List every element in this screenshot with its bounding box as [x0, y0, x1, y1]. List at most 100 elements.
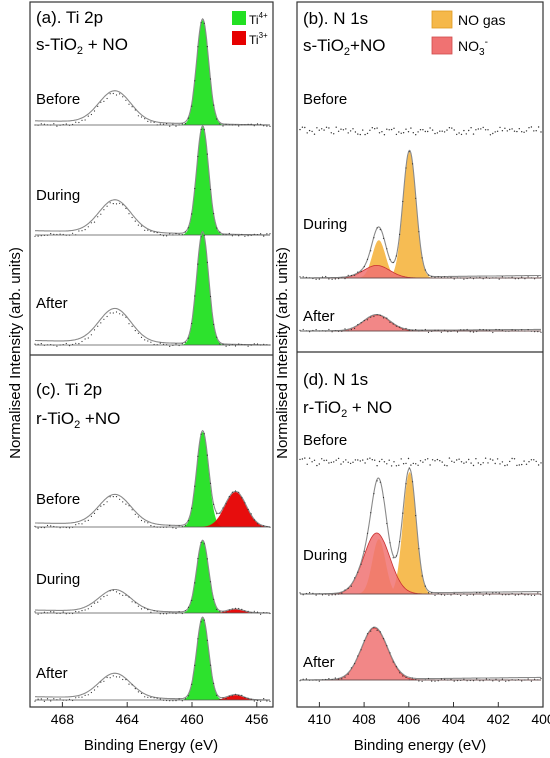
panel-d-before-data-point: [436, 458, 439, 461]
panel-d-before-data-point: [460, 461, 463, 463]
panel-b-after-data-point: [440, 331, 442, 333]
panel-d-during-data-point: [350, 585, 352, 587]
x-tick-label-402: 402: [487, 711, 511, 727]
panel-b-before-data-point: [381, 131, 383, 133]
panel-b-before-data-point: [470, 127, 472, 129]
panel-b-before-data-point: [366, 132, 369, 135]
panel-c-after-data-point: [200, 621, 202, 623]
panel-c-during-data-point: [191, 599, 193, 602]
panel-c-after-data-point: [228, 695, 230, 697]
panel-d-before-data-point: [482, 462, 484, 464]
panel-c-before-data-point: [222, 507, 224, 509]
panel-d-before-data-point: [325, 459, 328, 461]
panel-d-title: (d). N 1s: [303, 370, 368, 389]
panel-c-before-data-point: [219, 512, 221, 514]
panel-b-before-data-point: [395, 133, 398, 136]
panel-d-during-data-point: [444, 594, 446, 596]
panel-b-title: (b). N 1s: [303, 9, 368, 28]
panel-d-before-data-point: [349, 462, 352, 465]
panel-b-after-data-point: [344, 328, 346, 330]
panel-b-during-data-point: [370, 250, 372, 252]
panel-b-during-data-point: [366, 258, 369, 260]
panel-b-during-component-no-gas: [300, 152, 541, 278]
panel-d-after-data-point: [405, 676, 407, 679]
panel-c-during-data-point: [147, 609, 149, 611]
panel-b-before-data-point: [299, 128, 301, 131]
panel-c-before-data-point: [137, 516, 139, 518]
panel-c-during-data-point: [184, 610, 186, 612]
panel-a-during-data-point: [112, 203, 114, 205]
panel-b-during-data-point: [376, 227, 378, 229]
panel-c-after-data-point: [50, 700, 52, 702]
panel-d-before-data-point: [535, 460, 537, 463]
panel-d-during-data-point: [431, 592, 433, 594]
panel-a-label-after: After: [36, 295, 68, 312]
panel-a-during-data-point: [200, 128, 202, 131]
panel-c-during-data-point: [162, 613, 165, 615]
panel-a-during-data-point: [194, 187, 196, 190]
panel-d-during-data-point: [331, 594, 333, 596]
panel-b-before-data-point: [328, 127, 330, 129]
panel-c-before-data-point: [144, 521, 146, 523]
panel-a-during-data-point: [191, 213, 193, 215]
panel-a-during-data-point: [115, 203, 118, 205]
panel-b-after-component-no3-: [300, 314, 541, 332]
panel-a-after-data-point: [75, 342, 77, 344]
panel-b-before-data-point: [362, 129, 364, 131]
panel-b-after-data-point: [501, 329, 503, 331]
panel-c-after-data-point: [191, 683, 193, 686]
panel-a-after-data-point: [125, 316, 127, 318]
panel-d-during-data-point: [424, 585, 426, 587]
panel-a-before-data-point: [140, 116, 143, 118]
panel-b-during-data-point: [537, 276, 539, 278]
panel-b-before-data-point: [306, 132, 308, 134]
panel-c-before-data-point: [250, 513, 252, 515]
panel-d-after-data-point: [540, 677, 542, 680]
panel-a-after-data-point: [219, 343, 221, 345]
panel-b-after-data-point: [408, 329, 410, 331]
panel-d-during-data-point: [363, 550, 365, 552]
panel-b-before-data-point: [540, 131, 542, 133]
panel-b-during-data-point: [331, 278, 333, 280]
panel-d-after-data-point: [328, 678, 330, 680]
panel-d-before-data-point: [443, 464, 446, 466]
panel-b-before-data-point: [516, 130, 518, 133]
panel-b-after-data-point: [331, 331, 333, 333]
panel-a-before-data-point: [222, 125, 224, 127]
panel-d-during-data-point: [460, 594, 462, 597]
panel-d-after-data-point: [379, 631, 381, 633]
panel-c-label-before: Before: [36, 491, 80, 508]
panel-c-after-data-point: [87, 694, 89, 696]
panel-c-during-data-point: [166, 613, 168, 615]
panel-c-before-data-point: [119, 498, 121, 500]
panel-b-during-data-point: [453, 278, 455, 280]
panel-c-during-data-point: [238, 607, 240, 610]
panel-c-during-data-point: [234, 607, 237, 609]
panel-c-after-data-point: [78, 696, 80, 698]
panel-c-during-data-point: [81, 610, 83, 612]
panel-c-during-data-point: [137, 605, 139, 607]
panel-c-after-data-point: [134, 688, 136, 690]
panel-c-before-data-point: [175, 527, 177, 530]
panel-d-before-data-point: [463, 462, 465, 464]
panel-d-before-data-point: [540, 462, 542, 464]
panel-b-after-data-point: [354, 327, 356, 330]
panel-d-after-data-point: [466, 680, 468, 682]
panel-c-during-data-point: [93, 602, 96, 604]
panel-c-during-data-point: [247, 610, 249, 612]
panel-a-before-data-point: [194, 80, 196, 82]
panel-b-label-during: During: [303, 216, 347, 233]
panel-c-before-data-point: [128, 505, 130, 507]
panel-a-during-data-point: [178, 233, 180, 235]
panel-a-after-data-point: [97, 325, 99, 327]
panel-c-during-data-point: [115, 591, 118, 593]
panel-a-before-data-point: [128, 103, 130, 105]
panel-b-after-data-point: [479, 328, 481, 331]
panel-b-during-data-point: [482, 278, 484, 280]
panel-d-after-data-point: [354, 663, 356, 665]
panel-b-before-data-point: [359, 133, 361, 136]
panel-a-during-data-point: [175, 233, 177, 235]
panel-a-after-data-point: [56, 345, 58, 347]
panel-c-after-component-ti4-: [35, 618, 270, 700]
panel-c-before-data-point: [103, 504, 105, 506]
